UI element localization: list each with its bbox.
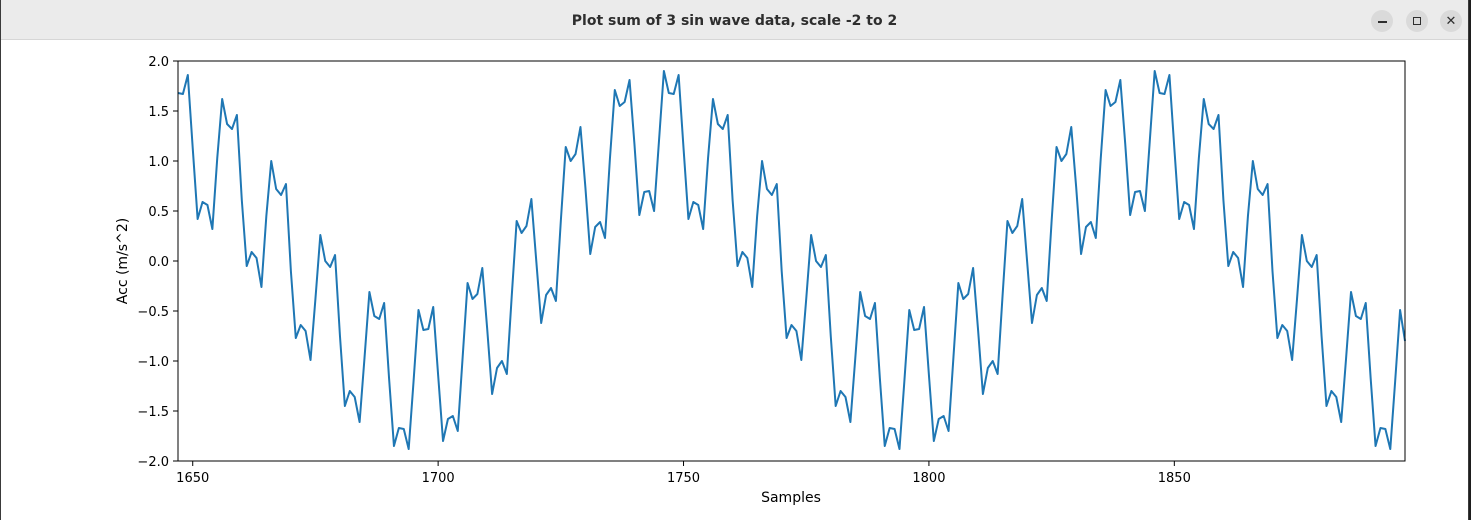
x-tick-label: 1750 — [667, 471, 700, 486]
close-button[interactable]: ✕ — [1440, 10, 1462, 32]
maximize-icon — [1413, 17, 1421, 25]
x-tick-label: 1650 — [176, 471, 209, 486]
y-tick-label: −0.5 — [137, 305, 169, 320]
series-layer — [177, 70, 1406, 450]
y-tick-label: 1.0 — [148, 155, 169, 170]
line-chart: 1650 1700 1750 1800 1850 −2.0 −1.5 −1.0 −0.5 0.0… — [115, 55, 1406, 506]
close-icon: ✕ — [1445, 13, 1457, 29]
series-line-0 — [177, 70, 1406, 450]
y-axis-label: Acc (m/s^2) — [115, 218, 131, 304]
y-tick-label: 2.0 — [148, 55, 169, 70]
y-tick-label: 0.0 — [148, 255, 169, 270]
y-tick-label: −2.0 — [137, 455, 169, 470]
x-tick-label: 1700 — [422, 471, 455, 486]
y-tick-label: −1.0 — [137, 355, 169, 370]
window-title: Plot sum of 3 sin wave data, scale -2 to… — [571, 13, 898, 29]
x-axis: 1650 1700 1750 1800 1850 — [176, 461, 1191, 486]
title-bar[interactable]: Plot sum of 3 sin wave data, scale -2 to… — [1, 0, 1468, 40]
y-axis: −2.0 −1.5 −1.0 −0.5 0.0 0.5 1.0 1.5 2.0 — [137, 55, 178, 470]
minimize-button[interactable] — [1371, 10, 1393, 32]
y-tick-label: 1.5 — [148, 105, 169, 120]
x-tick-label: 1850 — [1158, 471, 1191, 486]
y-tick-label: −1.5 — [137, 405, 169, 420]
x-tick-label: 1800 — [912, 471, 945, 486]
maximize-button[interactable] — [1406, 10, 1428, 32]
x-axis-label: Samples — [761, 490, 821, 506]
y-tick-label: 0.5 — [148, 205, 169, 220]
minimize-icon — [1377, 21, 1387, 23]
